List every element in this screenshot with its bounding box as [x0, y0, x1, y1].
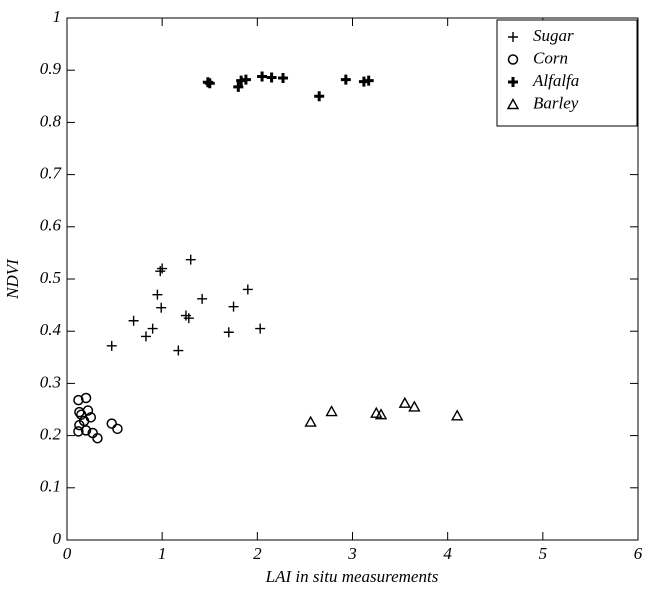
marker-triangle — [374, 408, 388, 420]
marker-circle — [106, 418, 117, 429]
marker-plus — [255, 323, 266, 334]
y-tick-label: 0 — [53, 529, 62, 548]
legend-label: Barley — [533, 93, 579, 112]
marker-plus — [152, 289, 163, 300]
y-tick-label: 0.5 — [40, 268, 61, 287]
marker-circle — [112, 423, 123, 435]
y-tick-label: 0.3 — [40, 372, 61, 391]
marker-plus — [156, 302, 167, 313]
y-tick-label: 0.7 — [40, 164, 63, 183]
marker-plus — [197, 293, 208, 304]
marker-circle — [73, 426, 84, 437]
y-axis-label: NDVI — [3, 258, 22, 300]
y-tick-label: 0.6 — [40, 216, 62, 235]
marker-plus — [140, 331, 151, 342]
marker-bold-plus — [257, 71, 268, 82]
x-tick-label: 6 — [634, 544, 643, 563]
marker-triangle — [506, 98, 520, 110]
x-tick-label: 0 — [63, 544, 72, 563]
legend-label: Corn — [533, 48, 568, 67]
y-tick-label: 0.4 — [40, 320, 62, 339]
y-tick-label: 0.8 — [40, 111, 62, 130]
marker-plus — [228, 301, 239, 312]
marker-plus — [183, 313, 194, 324]
marker-bold-plus — [233, 81, 244, 92]
marker-circle — [80, 392, 92, 404]
y-tick-label: 1 — [53, 7, 62, 26]
x-axis-label: LAI in situ measurements — [265, 567, 439, 586]
y-tick-label: 0.2 — [40, 425, 62, 444]
marker-circle — [73, 394, 84, 406]
marker-circle — [92, 432, 103, 444]
marker-bold-plus — [202, 77, 213, 88]
marker-triangle — [325, 405, 338, 417]
marker-plus — [155, 266, 166, 277]
marker-plus — [185, 254, 196, 265]
x-tick-label: 1 — [158, 544, 167, 563]
marker-circle — [82, 405, 94, 416]
marker-bold-plus — [278, 73, 289, 84]
marker-bold-plus — [340, 74, 351, 85]
legend-label: Sugar — [533, 26, 574, 45]
marker-plus — [508, 32, 518, 42]
marker-bold-plus — [266, 72, 277, 83]
marker-bold-plus — [363, 75, 374, 86]
marker-triangle — [450, 409, 464, 421]
marker-plus — [157, 263, 168, 274]
marker-circle — [80, 425, 92, 436]
marker-bold-plus — [240, 74, 251, 85]
marker-bold-plus — [314, 91, 325, 102]
marker-plus — [242, 284, 253, 295]
legend-box — [496, 19, 638, 127]
marker-triangle — [304, 415, 317, 427]
marker-bold-plus — [508, 77, 518, 87]
y-tick-label: 0.9 — [40, 59, 62, 78]
marker-plus — [173, 345, 184, 356]
x-tick-label: 3 — [347, 544, 357, 563]
marker-plus — [106, 340, 117, 351]
marker-triangle — [408, 400, 421, 412]
x-tick-label: 2 — [253, 544, 262, 563]
marker-plus — [147, 323, 158, 334]
marker-triangle — [398, 396, 412, 408]
marker-plus — [223, 327, 234, 338]
marker-circle — [85, 412, 97, 423]
x-tick-label: 4 — [443, 544, 452, 563]
legend-label: Alfalfa — [532, 71, 579, 90]
marker-plus — [128, 315, 139, 326]
marker-circle — [507, 54, 519, 65]
x-tick-label: 5 — [539, 544, 548, 563]
y-tick-label: 0.1 — [40, 477, 61, 496]
